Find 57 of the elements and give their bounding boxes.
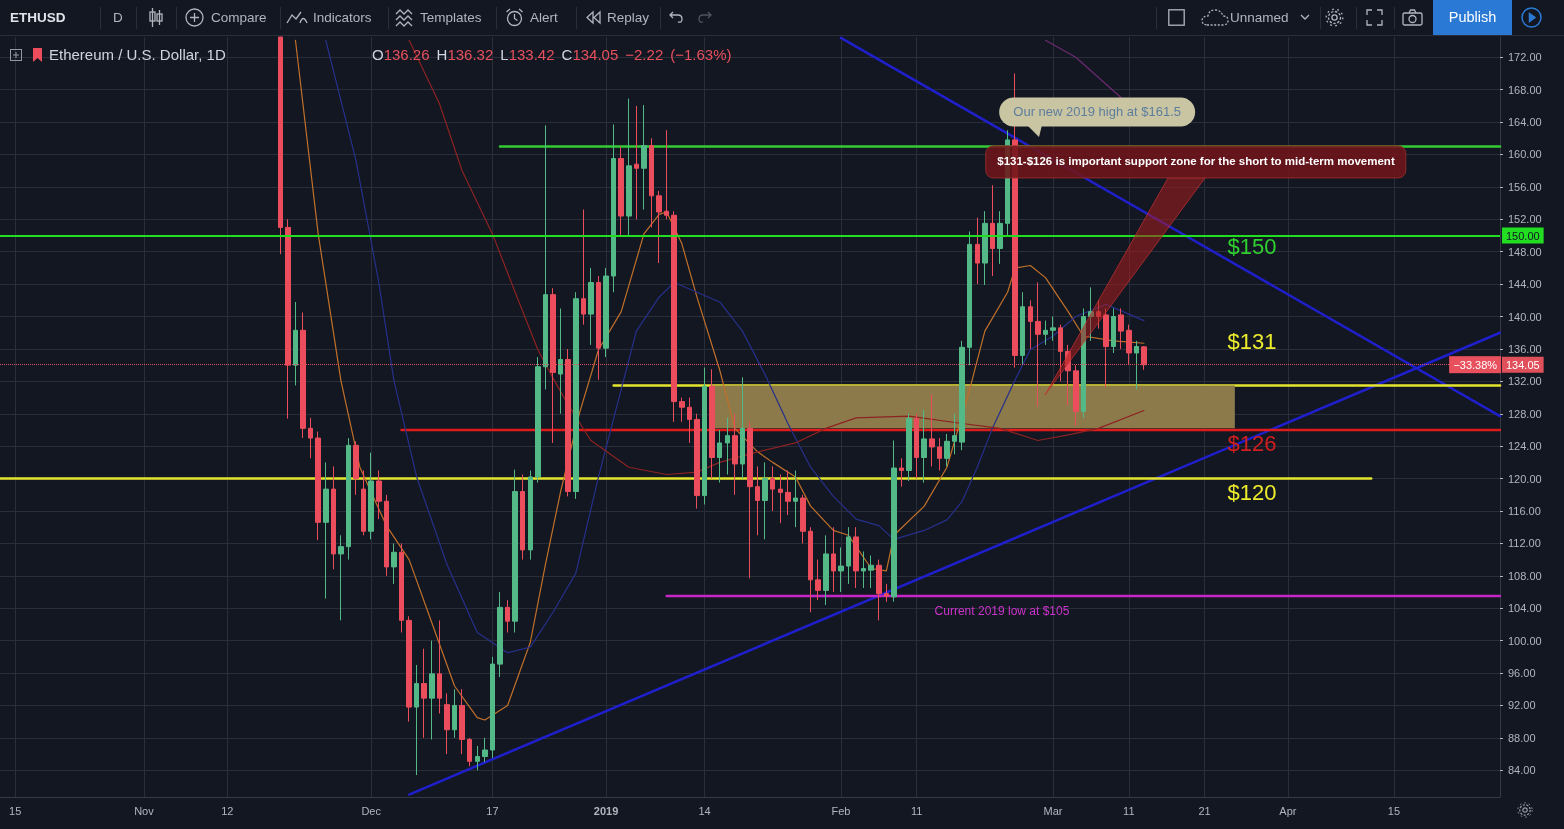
y-tick-label: 116.00 <box>1508 504 1541 517</box>
x-tick-label: Mar <box>1043 804 1063 817</box>
x-tick-label: 11 <box>1123 804 1135 817</box>
ref-line-label: 134.05 <box>1506 358 1540 371</box>
y-tick-label: 156.00 <box>1508 180 1542 193</box>
x-tick-label: Apr <box>1279 804 1297 817</box>
annotation: Current 2019 low at $105 <box>934 604 1070 619</box>
y-tick-label: 108.00 <box>1508 569 1542 582</box>
x-tick-label: 11 <box>910 804 923 817</box>
y-tick-label: 160.00 <box>1508 148 1542 161</box>
x-tick-label: 17 <box>486 804 499 817</box>
annotation: −33.38% <box>1449 355 1502 374</box>
y-tick-label: 172.00 <box>1508 51 1542 64</box>
y-tick-label: 144.00 <box>1508 278 1542 291</box>
x-tick-label: 15 <box>1387 804 1401 817</box>
x-tick-label: 12 <box>221 804 234 817</box>
y-tick-label: 128.00 <box>1508 407 1542 420</box>
y-tick-label: 112.00 <box>1508 537 1541 550</box>
y-tick-label: 140.00 <box>1508 310 1542 323</box>
x-tick-label: 2019 <box>593 804 619 817</box>
annotation: $150 <box>1227 233 1277 260</box>
x-tick-label: Feb <box>831 804 851 817</box>
y-tick-label: 120.00 <box>1508 472 1542 485</box>
y-tick-label: 96.00 <box>1508 667 1536 680</box>
y-tick-label: 100.00 <box>1508 634 1542 647</box>
y-tick-label: 84.00 <box>1508 764 1536 777</box>
y-tick-label: 92.00 <box>1508 699 1536 712</box>
text: Alert <box>530 10 558 25</box>
y-tick-label: 132.00 <box>1508 375 1542 388</box>
annotation: $131 <box>1227 329 1277 356</box>
y-tick-label: 148.00 <box>1508 245 1542 258</box>
x-tick-label: 21 <box>1198 804 1211 817</box>
y-tick-label: 136.00 <box>1508 342 1542 355</box>
annotation: $131-$126 is important support zone for the short to mid-term movement <box>985 145 1407 179</box>
y-tick-label: 152.00 <box>1508 213 1542 226</box>
y-tick-label: 88.00 <box>1508 731 1536 744</box>
y-tick-label: 168.00 <box>1508 83 1542 96</box>
annotation: $120 <box>1227 479 1277 506</box>
annotation: Our new 2019 high at $161.5 <box>999 97 1195 127</box>
x-tick-label: Dec <box>361 804 382 817</box>
y-tick-label: 124.00 <box>1508 440 1542 453</box>
ref-line-label: 150.00 <box>1506 229 1540 242</box>
y-tick-label: 104.00 <box>1508 602 1542 615</box>
text: Compare <box>211 10 267 25</box>
text: Templates <box>420 10 482 25</box>
y-tick-label: 164.00 <box>1508 116 1542 129</box>
text: D <box>113 10 123 25</box>
x-tick-label: 15 <box>9 804 22 817</box>
text: Indicators <box>313 10 372 25</box>
text: ETHUSD <box>10 10 66 25</box>
text: Publish <box>1448 9 1497 25</box>
text: Replay <box>607 10 650 25</box>
text: Unnamed <box>1230 10 1289 25</box>
x-tick-label: 14 <box>698 804 711 817</box>
x-tick-label: Nov <box>134 804 155 817</box>
text: Ethereum / U.S. Dollar, 1D <box>49 45 226 65</box>
text: O136.26 H136.32 L133.42 C134.05 −2.22 (−1.63%) <box>372 46 732 63</box>
